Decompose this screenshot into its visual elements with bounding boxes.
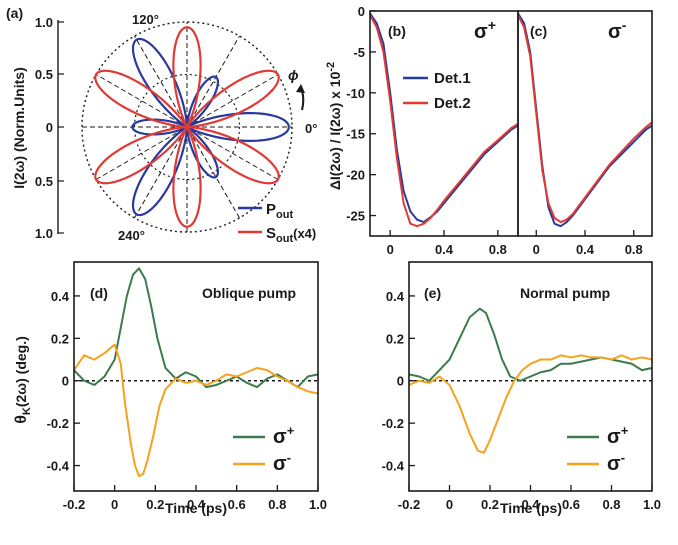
- x-tick-label: 0: [533, 242, 540, 257]
- polar-angle-label-0: 0°: [305, 121, 317, 136]
- panel-label-e: (e): [424, 285, 441, 301]
- x-tick-label: 0.6: [228, 497, 246, 512]
- polar-radial-tick-label: 1.0: [35, 15, 53, 30]
- x-tick-label: 0.4: [187, 497, 206, 512]
- y-tick-label: -0.2: [382, 416, 404, 431]
- x-tick-label: 0.8: [602, 497, 620, 512]
- legend-label-sout: Sout(x4): [266, 225, 316, 245]
- polar-angle-label-240: 240°: [118, 228, 145, 243]
- y-tick-label: -5: [353, 45, 365, 60]
- x-tick-label: -0.2: [398, 497, 420, 512]
- x-tick-label: 1.0: [309, 497, 327, 512]
- legend-label-det1: Det.1: [434, 70, 471, 87]
- series-line-0: [517, 12, 653, 228]
- polar-ylabel: I(2ω) (Norm.Units): [11, 67, 27, 189]
- legend-label-sigma-minus: σ-: [273, 450, 291, 475]
- series-line-1: [517, 14, 653, 224]
- y-tick-label: 0.4: [386, 289, 405, 304]
- polar-angle-label-120: 120°: [132, 12, 159, 27]
- series-line-0: [408, 307, 653, 382]
- annotation-d: Oblique pump: [202, 285, 296, 301]
- polar-grid-inner-circle: [133, 73, 241, 181]
- legend-label-sigma-plus: σ+: [273, 423, 295, 448]
- y-tick-label: -20: [346, 168, 365, 183]
- y-tick-label: -0.2: [47, 416, 69, 431]
- panel-label-a: (a): [6, 5, 23, 21]
- x-tick-label: 0: [446, 497, 453, 512]
- x-tick-label: 0.8: [268, 497, 286, 512]
- y-tick-label: 0.2: [51, 331, 69, 346]
- y-tick-label: -10: [346, 86, 365, 101]
- legend-label-sigma-minus: σ-: [607, 450, 625, 475]
- polarization-label-b: σ+: [474, 17, 496, 43]
- polar-angle-marker: ϕ: [288, 67, 299, 83]
- polar-curve-series-0: [131, 37, 290, 217]
- y-tick-label: 0: [62, 374, 69, 389]
- x-tick-label: 0: [111, 497, 118, 512]
- legend-label-det2: Det.2: [434, 95, 471, 112]
- x-tick-label: -0.2: [63, 497, 85, 512]
- panel-label-b: (b): [388, 23, 406, 39]
- x-tick-label: 0.6: [562, 497, 580, 512]
- annotation-e: Normal pump: [520, 285, 610, 301]
- series-line-1: [369, 14, 519, 228]
- x-tick-label: 0.8: [625, 242, 643, 257]
- y-tick-label: 0: [358, 4, 365, 19]
- line-panel-3: [73, 261, 319, 492]
- polar-radial-tick-label: 0.5: [35, 174, 53, 189]
- x-tick-label: 0.2: [481, 497, 499, 512]
- x-tick-label: 0: [387, 242, 394, 257]
- polar-radial-tick-label: 0.5: [35, 67, 53, 82]
- x-tick-label: 1.0: [643, 497, 661, 512]
- x-tick-label: 0.4: [576, 242, 595, 257]
- polar-panel-a: [57, 20, 305, 234]
- ylabel-d: θK(2ω) (deg.): [13, 336, 33, 424]
- x-tick-label: 0.8: [489, 242, 507, 257]
- legend-label-sigma-plus: σ+: [607, 423, 629, 448]
- polar-curve-series-1: [94, 26, 280, 228]
- legend-label-pout: Pout: [266, 201, 293, 221]
- xlabel-d: Time (ps): [165, 500, 227, 516]
- polarization-label-c: σ-: [608, 17, 627, 43]
- ylabel-b: ΔI(2ω) / I(2ω) x 10-2: [325, 62, 343, 190]
- line-panel-1: [369, 10, 519, 237]
- y-tick-label: 0.2: [386, 331, 404, 346]
- y-tick-label: -0.4: [47, 459, 70, 474]
- y-tick-label: 0: [397, 374, 404, 389]
- line-panel-4: [408, 261, 653, 492]
- line-panel-2: [517, 10, 653, 237]
- panel-label-d: (d): [90, 285, 108, 301]
- series-line-1: [408, 354, 653, 454]
- y-tick-label: 0.4: [51, 289, 70, 304]
- polar-radial-tick-label: 0: [46, 120, 53, 135]
- x-tick-label: 0.4: [435, 242, 454, 257]
- y-tick-label: -15: [346, 127, 365, 142]
- polar-rotation-arrowhead: [296, 84, 305, 93]
- polar-radial-tick-label: 1.0: [35, 226, 53, 241]
- y-tick-label: -0.4: [382, 459, 405, 474]
- panel-label-c: (c): [530, 23, 547, 39]
- series-line-1: [73, 343, 319, 478]
- xlabel-e: Time (ps): [500, 500, 562, 516]
- x-tick-label: 0.4: [521, 497, 540, 512]
- x-tick-label: 0.2: [146, 497, 164, 512]
- series-line-0: [73, 267, 319, 389]
- y-tick-label: -25: [346, 209, 365, 224]
